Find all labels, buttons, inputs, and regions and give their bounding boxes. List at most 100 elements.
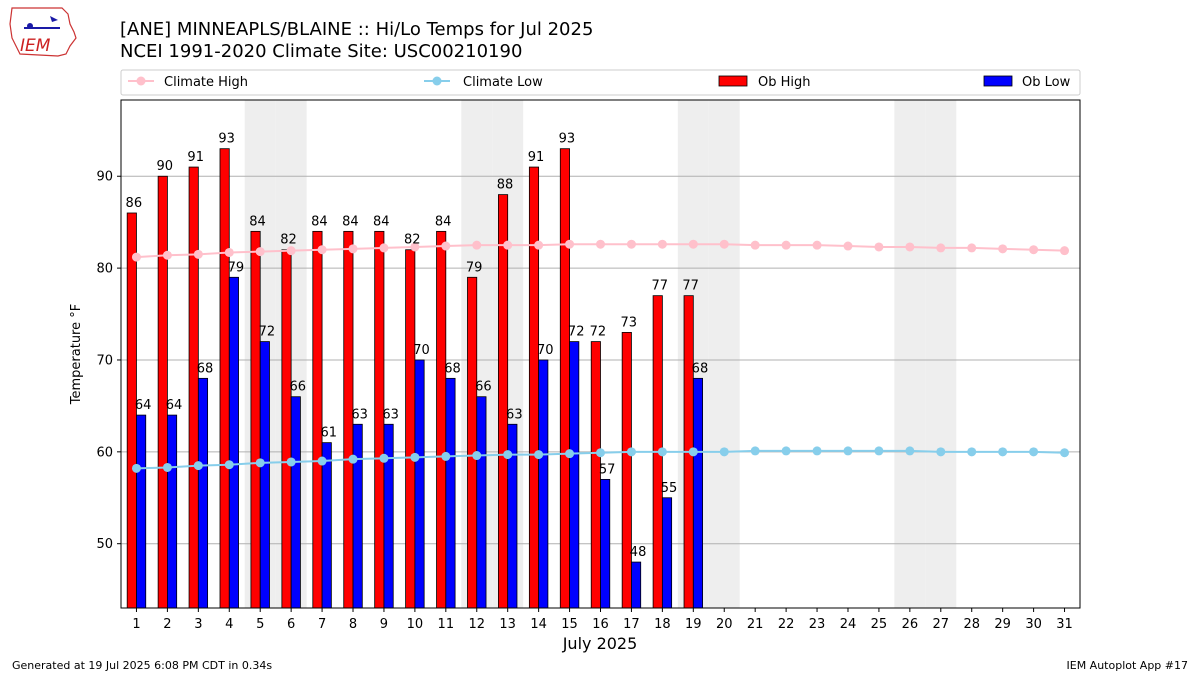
- point-climate-high-day-20: [719, 239, 729, 249]
- footer-generated: Generated at 19 Jul 2025 6:08 PM CDT in …: [12, 659, 272, 672]
- legend-label-ob-high: Ob High: [758, 75, 811, 90]
- point-climate-low-day-23: [812, 446, 822, 456]
- x-tick-label-10: 10: [407, 617, 424, 632]
- point-climate-low-day-13: [503, 450, 513, 460]
- data-label-ob-high-day-8: 84: [342, 214, 359, 229]
- x-tick-label-29: 29: [994, 617, 1011, 632]
- data-label-ob-high-day-18: 77: [651, 279, 668, 294]
- point-climate-low-day-10: [410, 452, 420, 462]
- x-tick-label-2: 2: [163, 617, 171, 632]
- point-climate-low-day-30: [1029, 447, 1039, 457]
- y-tick-label-70: 70: [96, 353, 113, 368]
- x-tick-label-16: 16: [592, 617, 609, 632]
- legend-item-climate-high: Climate High: [128, 75, 248, 90]
- legend-marker-climate-low: [432, 76, 442, 86]
- data-label-ob-low-day-10: 70: [413, 343, 430, 358]
- data-label-ob-high-day-19: 77: [682, 279, 699, 294]
- data-label-ob-low-day-2: 64: [166, 398, 183, 413]
- bar-ob-low-day-11: [445, 377, 456, 609]
- bar-ob-low-day-8: [352, 423, 363, 609]
- bar-ob-high-day-7: [312, 230, 323, 609]
- point-climate-high-day-13: [503, 240, 513, 250]
- data-label-ob-high-day-1: 86: [126, 196, 143, 211]
- y-axis-label: Temperature °F: [69, 304, 84, 405]
- data-label-ob-high-day-11: 84: [435, 214, 452, 229]
- data-label-ob-low-day-16: 57: [599, 462, 616, 477]
- point-climate-low-day-14: [534, 450, 544, 460]
- data-label-ob-low-day-4: 79: [228, 260, 245, 275]
- x-tick-label-14: 14: [530, 617, 547, 632]
- y-tick-label-60: 60: [96, 445, 113, 460]
- bar-ob-high-day-12: [467, 276, 478, 609]
- point-climate-high-day-27: [936, 243, 946, 253]
- point-climate-high-day-4: [224, 247, 234, 257]
- point-climate-high-day-1: [131, 252, 141, 262]
- x-tick-label-7: 7: [318, 617, 326, 632]
- x-tick-label-21: 21: [747, 617, 764, 632]
- point-climate-low-day-12: [472, 451, 482, 461]
- point-climate-low-day-3: [193, 461, 203, 471]
- data-label-ob-low-day-3: 68: [197, 361, 214, 376]
- x-tick-label-26: 26: [902, 617, 919, 632]
- legend: Climate High Climate Low Ob High Ob Low: [120, 69, 1081, 96]
- bar-ob-high-day-10: [405, 249, 416, 609]
- point-climate-low-day-16: [596, 448, 605, 458]
- x-tick-label-28: 28: [963, 617, 980, 632]
- bar-ob-low-day-15: [569, 341, 580, 609]
- bar-ob-low-day-10: [414, 359, 425, 609]
- footer-app: IEM Autoplot App #17: [1067, 659, 1189, 672]
- x-tick-label-23: 23: [809, 617, 826, 632]
- data-label-ob-low-day-14: 70: [537, 343, 554, 358]
- data-label-ob-low-day-15: 72: [568, 325, 585, 340]
- bar-ob-high-day-5: [250, 230, 261, 609]
- x-tick-label-18: 18: [654, 617, 671, 632]
- point-climate-high-day-31: [1060, 246, 1070, 256]
- point-climate-low-day-22: [781, 446, 791, 456]
- point-climate-high-day-7: [317, 245, 327, 255]
- data-label-ob-low-day-5: 72: [259, 325, 276, 340]
- point-climate-low-day-8: [348, 454, 358, 464]
- bar-ob-low-day-2: [167, 414, 178, 609]
- point-climate-high-day-28: [967, 243, 977, 253]
- point-climate-low-day-26: [905, 446, 915, 456]
- bar-ob-high-day-11: [436, 230, 447, 609]
- x-tick-label-4: 4: [225, 617, 233, 632]
- point-climate-low-day-25: [874, 446, 884, 456]
- data-label-ob-high-day-15: 93: [559, 132, 576, 147]
- point-climate-low-day-6: [286, 457, 296, 467]
- bar-ob-low-day-1: [136, 414, 147, 609]
- point-climate-low-day-29: [998, 447, 1008, 457]
- bar-ob-high-day-14: [528, 166, 540, 609]
- point-climate-high-day-2: [162, 250, 172, 260]
- point-climate-high-day-16: [596, 239, 605, 249]
- bar-ob-high-day-15: [559, 148, 570, 609]
- data-label-ob-high-day-16: 72: [590, 325, 607, 340]
- x-axis-label: July 2025: [562, 634, 638, 653]
- point-climate-low-day-4: [224, 460, 234, 470]
- legend-label-climate-high: Climate High: [164, 75, 248, 90]
- data-label-ob-high-day-4: 93: [218, 132, 235, 147]
- legend-label-climate-low: Climate Low: [463, 75, 543, 90]
- point-climate-low-day-24: [843, 446, 853, 456]
- data-label-ob-high-day-6: 82: [280, 233, 297, 248]
- point-climate-low-day-5: [255, 458, 265, 468]
- chart-title-line2: NCEI 1991-2020 Climate Site: USC00210190: [120, 41, 522, 62]
- data-label-ob-high-day-12: 79: [466, 260, 483, 275]
- bar-ob-high-day-4: [219, 148, 230, 609]
- chart-title-line1: [ANE] MINNEAPLS/BLAINE :: Hi/Lo Temps fo…: [120, 19, 593, 40]
- x-tick-label-8: 8: [349, 617, 357, 632]
- point-climate-high-day-11: [441, 241, 451, 251]
- data-label-ob-low-day-12: 66: [475, 380, 492, 395]
- point-climate-low-day-7: [317, 456, 327, 466]
- data-label-ob-high-day-10: 82: [404, 233, 421, 248]
- x-tick-label-20: 20: [716, 617, 733, 632]
- data-label-ob-low-day-19: 68: [692, 361, 709, 376]
- point-climate-high-day-5: [255, 247, 265, 257]
- point-climate-low-day-18: [657, 447, 667, 457]
- point-climate-high-day-29: [998, 244, 1008, 254]
- data-label-ob-low-day-9: 63: [382, 407, 399, 422]
- bar-ob-low-day-14: [538, 359, 549, 609]
- weekend-shade-day-20: [708, 100, 740, 608]
- data-label-ob-high-day-17: 73: [621, 315, 638, 330]
